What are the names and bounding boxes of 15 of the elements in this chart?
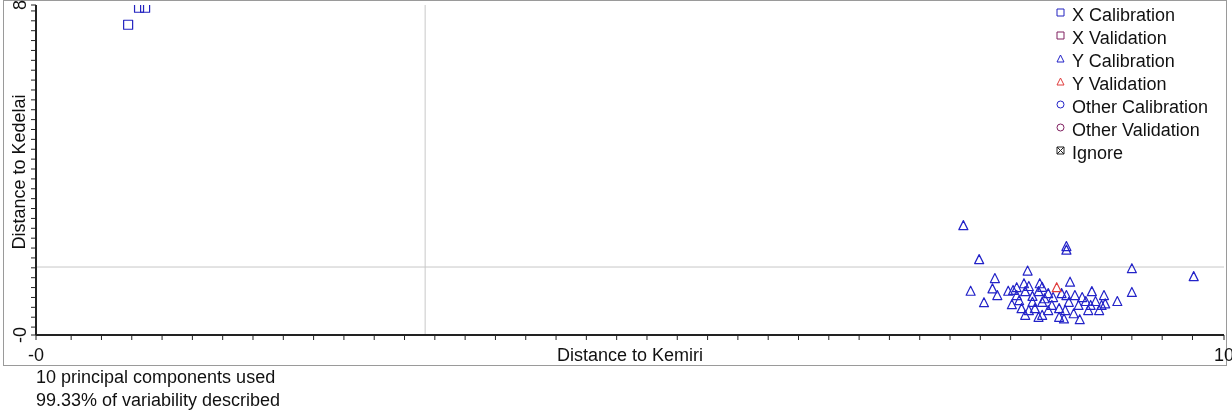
point (123, 19, 134, 30)
legend-label: X Calibration (1072, 4, 1176, 27)
y-tick-label: 8 (10, 0, 30, 11)
legend-label: Other Validation (1072, 119, 1200, 142)
y-axis-title: Distance to Kedelai (9, 94, 29, 250)
point (140, 5, 151, 13)
point (1051, 282, 1062, 293)
legend-label: Ignore (1072, 142, 1124, 165)
legend-label: Other Calibration (1072, 96, 1209, 119)
text: 99.33% of variability described (36, 390, 281, 410)
text: 10 principal components used (36, 367, 276, 387)
legend-label: Y Validation (1072, 73, 1167, 96)
legend-label: Y Calibration (1072, 50, 1175, 73)
x-axis-title: Distance to Kemiri (556, 345, 704, 365)
legend-label: X Validation (1072, 27, 1167, 50)
